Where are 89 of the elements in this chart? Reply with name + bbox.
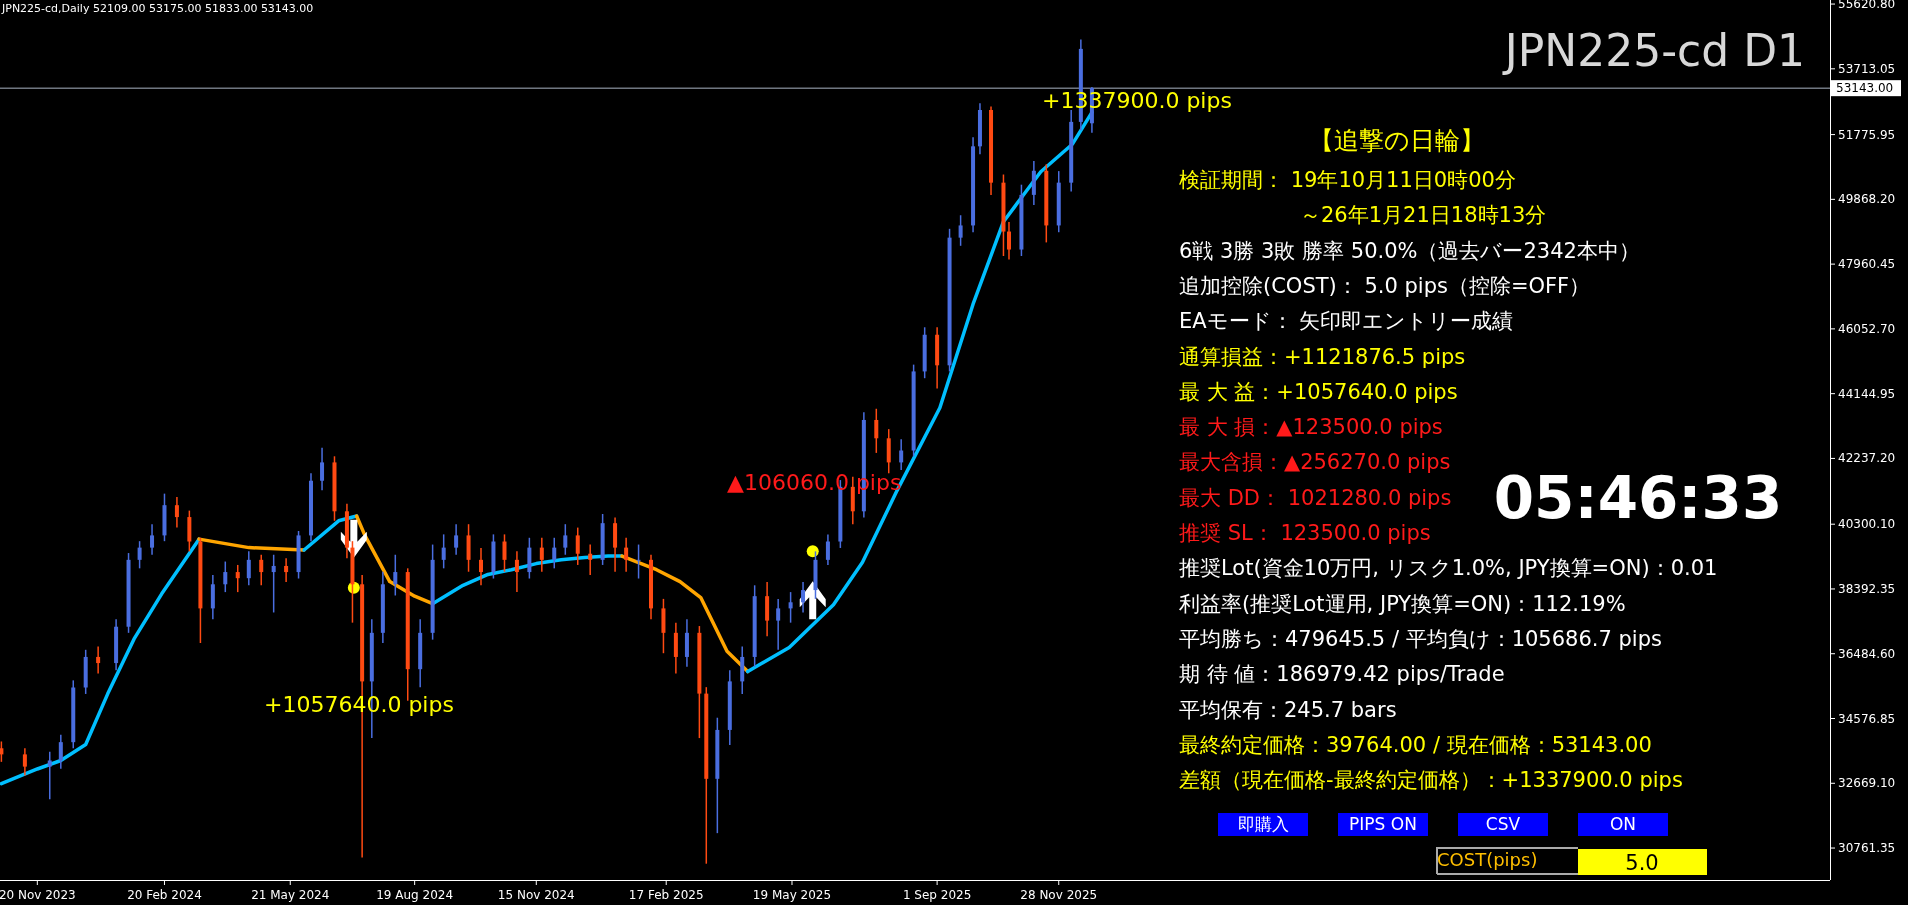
annotation: EAモード： 矢印即エントリー成績 (1179, 309, 1514, 334)
y-tick-label: 36484.60 (1838, 646, 1896, 661)
annotation: 利益率(推奨Lot運用, JPY換算=ON)：112.19% (1179, 591, 1626, 616)
x-tick-label: 15 Nov 2024 (497, 888, 575, 902)
annotation: 最大含損：▲256270.0 pips (1179, 450, 1451, 475)
ref-line-label: 53143.00 (1836, 81, 1894, 96)
candlestick (22, 747, 27, 777)
y-tick-label: 38392.35 (1838, 581, 1896, 596)
x-tick-label: 21 May 2024 (251, 888, 330, 902)
x-tick-label: 28 Nov 2025 (1020, 888, 1098, 902)
annotation: ON (1609, 814, 1637, 834)
line-series (0, 537, 201, 786)
candlestick (320, 447, 325, 491)
candlestick (825, 533, 830, 566)
x-tick-label: 20 Nov 2023 (0, 888, 76, 902)
text: JPN225-cd D1 (1501, 25, 1805, 76)
candlestick (514, 550, 519, 593)
y-tick-label: 42237.20 (1838, 451, 1896, 466)
candlestick (150, 523, 155, 556)
annotation: 差額（現在価格-最終約定価格）：+1337900.0 pips (1179, 768, 1683, 793)
candlestick (575, 526, 580, 566)
candlestick (479, 547, 483, 587)
x-tick-label: 19 May 2025 (752, 888, 832, 902)
candlestick (259, 554, 264, 587)
candlestick (137, 540, 142, 570)
candlestick (284, 557, 289, 583)
annotation: CSV (1485, 814, 1521, 834)
x-tick-label: 19 Aug 2024 (376, 888, 454, 902)
annotation: 即購入 (1237, 814, 1289, 834)
candlestick (958, 214, 963, 247)
annotation: 期 待 値：186979.42 pips/Trade (1179, 662, 1505, 687)
candlestick (441, 533, 446, 570)
candlestick (776, 598, 781, 651)
candlestick (223, 560, 228, 593)
y-tick-label: 55620.80 (1838, 0, 1896, 12)
candlestick (454, 523, 459, 556)
candlestick (552, 537, 557, 570)
y-tick-label: 30761.35 (1838, 841, 1896, 856)
annotation: 追加控除(COST)： 5.0 pips（控除=OFF） (1179, 273, 1591, 298)
annotation: PIPS ON (1349, 814, 1417, 834)
annotation: 5.0 (1625, 851, 1659, 875)
x-tick-label: 1 Sep 2025 (902, 888, 972, 902)
line-series (620, 554, 750, 674)
candlestick (271, 554, 276, 614)
annotation: 05:46:33 (1493, 464, 1783, 532)
candlestick (899, 438, 904, 471)
candlestick (563, 523, 568, 556)
y-tick-label: 44144.95 (1838, 386, 1896, 401)
annotation: 最大 DD： 1021280.0 pips (1179, 485, 1452, 510)
annotation: 平均保有：245.7 bars (1179, 697, 1397, 722)
annotation: ～26年1月21日18時13分 (1300, 203, 1547, 228)
candlestick (539, 537, 544, 573)
y-tick-label: 51775.95 (1838, 127, 1896, 142)
candlestick (47, 750, 52, 800)
candlestick (502, 533, 507, 573)
candlestick (58, 733, 63, 770)
annotation: 平均勝ち：479645.5 / 平均負け：105686.7 pips (1179, 626, 1662, 651)
candlestick (874, 408, 879, 454)
annotation: 最 大 損：▲123500.0 pips (1179, 415, 1443, 440)
x-tick-label: 20 Feb 2024 (127, 888, 202, 902)
annotation: 推奨 SL： 123500.0 pips (1179, 521, 1431, 545)
candlestick (588, 543, 593, 576)
candlestick (1006, 221, 1011, 261)
candlestick (636, 543, 641, 580)
candlestick (235, 564, 240, 593)
annotation: 6戦 3勝 3敗 勝率 50.0%（過去バー2342本中） (1179, 238, 1640, 263)
candlestick (801, 581, 806, 614)
candlestick (246, 550, 251, 587)
y-tick-label: 32669.10 (1838, 776, 1896, 791)
y-tick-label: 53713.05 (1838, 61, 1896, 76)
candlestick (96, 645, 101, 675)
annotation: 【追撃の日輪】 (1309, 126, 1485, 155)
annotation: 最 大 益：+1057640.0 pips (1179, 379, 1458, 404)
annotation: 通算損益：+1121876.5 pips (1179, 344, 1466, 369)
y-tick-label: 47960.45 (1838, 257, 1896, 272)
annotation: 推奨Lot(資金10万円, リスク1.0%, JPY換算=ON)：0.01 (1179, 556, 1718, 581)
annotation: COST(pips) (1437, 849, 1538, 870)
annotation: 検証期間： 19年10月11日0時00分 (1179, 168, 1516, 192)
candlestick (393, 554, 398, 597)
y-tick-label: 46052.70 (1838, 321, 1896, 336)
x-tick-label: 17 Feb 2025 (628, 888, 704, 902)
y-tick-label: 49868.20 (1838, 192, 1896, 207)
y-tick-label: 40300.10 (1838, 517, 1896, 532)
y-tick-label: 34576.85 (1838, 711, 1896, 726)
candlestick (788, 591, 793, 624)
annotation: 最終約定価格：39764.00 / 現在価格：53143.00 (1179, 732, 1652, 757)
annotation: JPN225-cd,Daily 52109.00 53175.00 51833.00 53143.00 (1, 2, 314, 15)
candlestick (624, 537, 629, 573)
candlestick (174, 496, 179, 529)
